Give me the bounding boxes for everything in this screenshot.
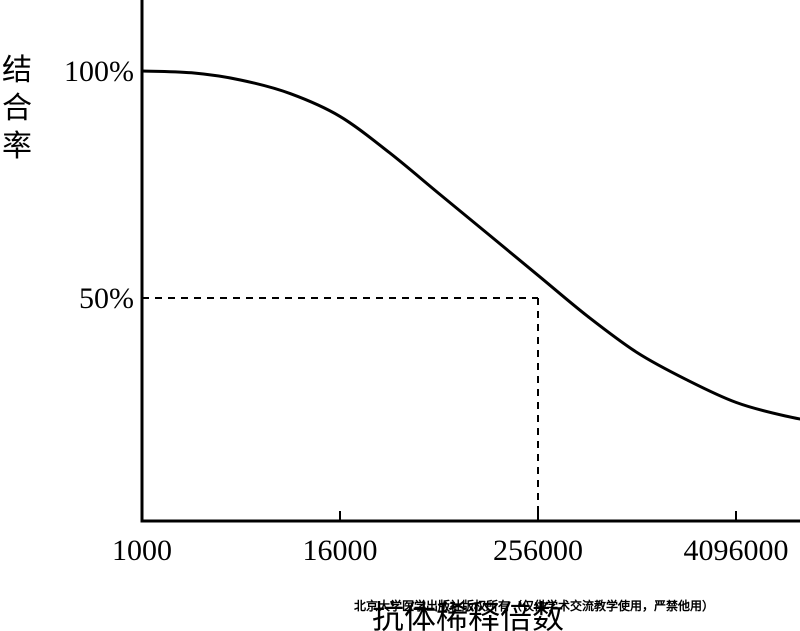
y-tick-label: 50% [79,282,134,315]
data-point [388,151,391,154]
x-tick-label: 16000 [303,534,378,567]
y-axis-label-char-1: 结 [2,53,32,88]
data-point [537,274,539,277]
x-tick-label: 4096000 [684,534,789,567]
axes [140,0,800,523]
data-point [141,70,143,72]
x-axis-label: 抗体稀释倍数 [372,598,564,631]
binding-curve [141,69,800,421]
data-point [784,415,787,417]
y-tick-label: 100% [64,55,134,88]
data-point [487,233,490,236]
plot-area [141,69,800,521]
data-point [190,72,193,74]
ticks: 1000 16000 256000 4096000 100% 50% [64,55,789,567]
data-point [685,378,688,381]
y-axis-label-char-2: 合 [2,91,32,126]
data-point [438,192,440,195]
x-tick-label: 256000 [493,534,583,567]
watermark: 北京大学医学出版社版权所有（仅供学术交流教学使用，严禁他用） [354,598,714,613]
data-point [735,401,737,404]
data-point [289,92,292,95]
y-axis-label-char-3: 率 [2,129,32,164]
data-point [636,351,638,354]
x-tick-label: 1000 [112,534,172,567]
data-point [339,115,341,118]
data-point [240,79,242,81]
data-point [586,315,589,318]
